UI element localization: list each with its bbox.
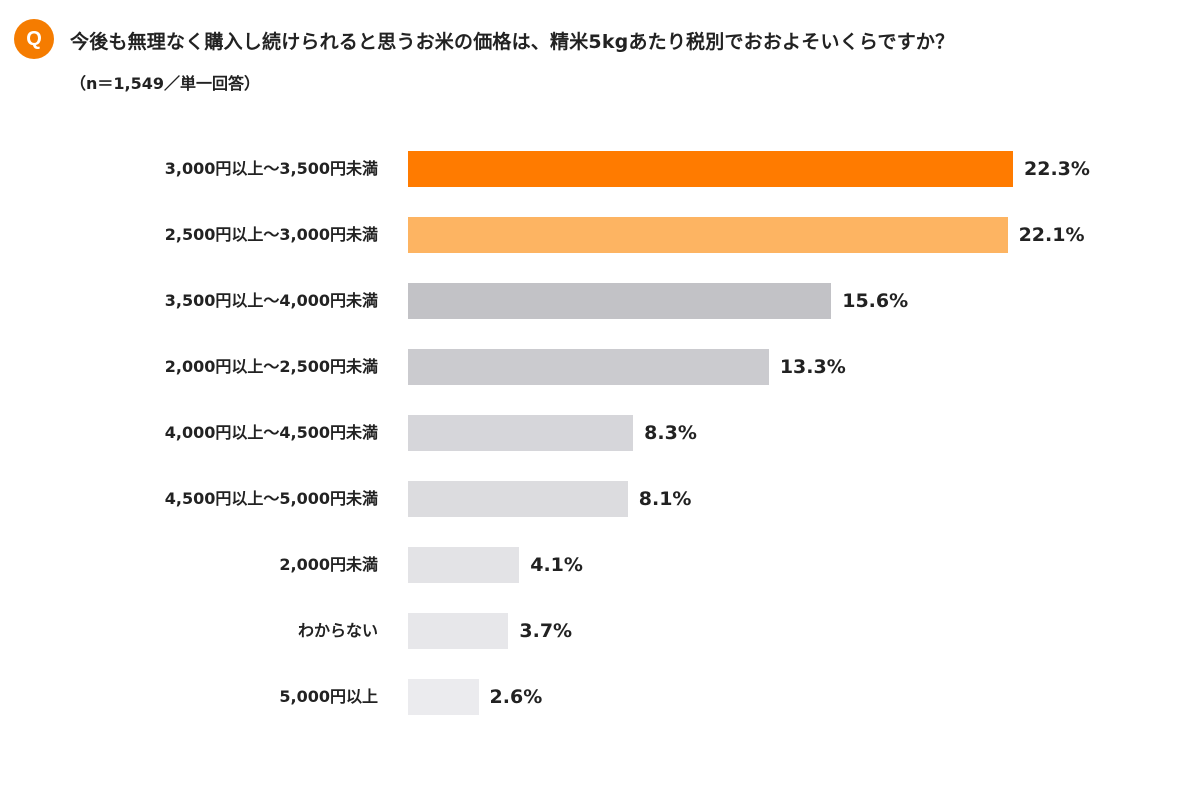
bar: [408, 613, 509, 649]
value-label: 22.1%: [1018, 224, 1085, 246]
category-label: 5,000円以上: [279, 687, 378, 706]
question-badge: Q: [14, 19, 54, 59]
category-label: 2,000円未満: [279, 555, 378, 574]
value-label: 8.1%: [638, 488, 692, 510]
bar: [408, 151, 1013, 187]
question-title: 今後も無理なく購入し続けられると思うお米の価格は、精米5kgあたり税別でおおよそ…: [70, 31, 955, 53]
bar: [408, 679, 479, 715]
category-label: 3,500円以上～4,000円未満: [164, 291, 378, 310]
bar: [408, 349, 769, 385]
bar: [408, 283, 832, 319]
value-label: 8.3%: [644, 422, 697, 444]
category-label: 2,000円以上～2,500円未満: [164, 357, 378, 376]
question-badge-letter: Q: [26, 27, 42, 50]
value-label: 15.6%: [842, 290, 909, 312]
value-label: 13.3%: [779, 356, 846, 378]
category-label: 4,500円以上～5,000円未満: [164, 489, 378, 508]
bar: [408, 415, 634, 451]
bar: [408, 481, 628, 517]
category-label: 4,000円以上～4,500円未満: [164, 423, 378, 442]
category-label: 3,000円以上～3,500円未満: [164, 159, 378, 178]
bar: [408, 547, 520, 583]
question-subtitle: （n＝1,549／単一回答）: [70, 74, 261, 93]
value-label: 2.6%: [489, 686, 543, 708]
category-label: わからない: [297, 621, 378, 640]
category-label: 2,500円以上～3,000円未満: [164, 225, 378, 244]
value-label: 4.1%: [530, 554, 583, 576]
value-label: 22.3%: [1024, 158, 1090, 180]
bar: [408, 217, 1008, 253]
value-label: 3.7%: [519, 620, 573, 642]
